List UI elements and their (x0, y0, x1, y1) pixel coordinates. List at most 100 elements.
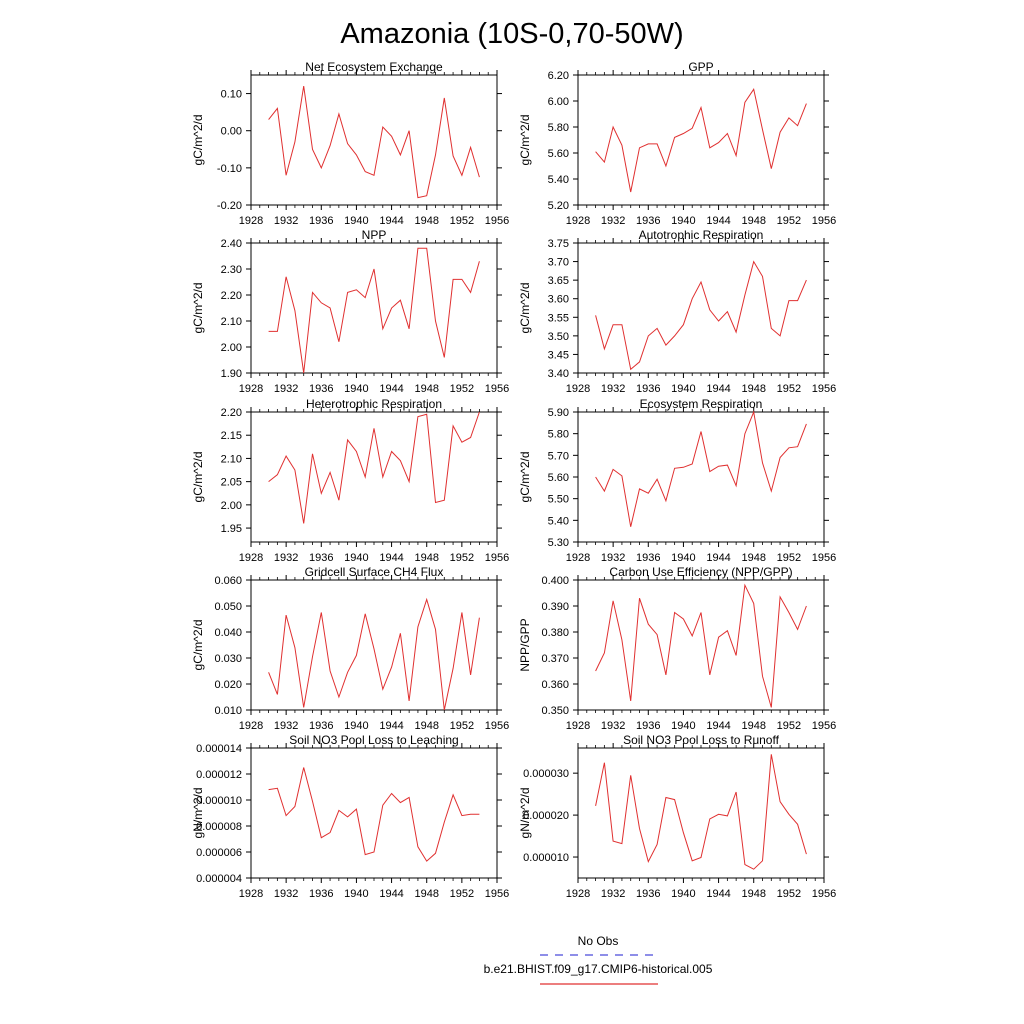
chart-9-xtick-label: 1940 (344, 888, 368, 900)
chart-5-xtick-label: 1944 (379, 552, 403, 564)
chart-4-series-line (595, 260, 807, 371)
chart-2-panel: GPP gC/m^2/d 1928 1932 1936 1940 1944 1948 1952 1… (518, 60, 836, 227)
chart-6-ytick-label: 5.40 (548, 515, 569, 527)
chart-8-ytick-label: 0.380 (541, 627, 569, 639)
chart-1-ytick-label: 0.00 (221, 126, 242, 138)
chart-10-title: Soil NO3 Pool Loss to Runoff (623, 733, 780, 747)
chart-6-xtick-label: 1928 (566, 552, 590, 564)
chart-3-title: NPP (362, 228, 387, 242)
chart-9-xtick-label: 1944 (379, 888, 403, 900)
chart-10-panel: Soil NO3 Pool Loss to Runoff gN/m^2/d 1928… (518, 733, 836, 900)
chart-2-xtick-label: 1952 (777, 215, 801, 227)
chart-5-title: Heterotrophic Respiration (306, 397, 442, 411)
chart-4-ytick-label: 3.75 (548, 238, 569, 250)
chart-8-xtick-label: 1944 (706, 720, 730, 732)
chart-2-ytick-label: 5.20 (548, 200, 569, 212)
chart-10-xtick-label: 1952 (777, 888, 801, 900)
chart-9-xtick-label: 1952 (450, 888, 474, 900)
chart-6-series-line (595, 410, 807, 527)
chart-4-ytick-label: 3.45 (548, 349, 569, 361)
chart-10-ytick-label: 0.000010 (523, 852, 569, 864)
chart-1-ytick-label: -0.10 (217, 163, 242, 175)
chart-3-xtick-label: 1952 (450, 383, 474, 395)
chart-10-ytick-label: 0.000020 (523, 810, 569, 822)
chart-9-panel: Soil NO3 Pool Loss to Leaching gN/m^2/d 19… (191, 733, 509, 900)
chart-8-ytick-label: 0.400 (541, 575, 569, 587)
chart-10-xtick-label: 1956 (812, 888, 836, 900)
chart-3-xtick-label: 1948 (414, 383, 438, 395)
chart-10-xtick-label: 1948 (741, 888, 765, 900)
chart-7-xtick-label: 1928 (239, 720, 263, 732)
legend: No Obs b.e21.BHIST.f09_g17.CMIP6-histori… (484, 934, 713, 985)
chart-3-ytick-label: 2.30 (221, 264, 242, 276)
chart-8-ytick-label: 0.370 (541, 653, 569, 665)
chart-6-ytick-label: 5.30 (548, 537, 569, 549)
chart-8-series-line (595, 583, 807, 708)
chart-5-panel: Heterotrophic Respiration gC/m^2/d 1928 193… (191, 397, 509, 564)
chart-1-xtick-label: 1944 (379, 215, 403, 227)
chart-6-xtick-label: 1948 (741, 552, 765, 564)
chart-5-xtick-label: 1940 (344, 552, 368, 564)
chart-4-ylabel: gC/m^2/d (518, 283, 532, 334)
chart-8-xtick-label: 1936 (636, 720, 660, 732)
chart-7-ytick-label: 0.010 (214, 705, 242, 717)
chart-10-series-line (595, 754, 807, 870)
chart-3-ytick-label: 1.90 (221, 368, 242, 380)
chart-9-xtick-label: 1956 (485, 888, 509, 900)
chart-4-xtick-label: 1936 (636, 383, 660, 395)
chart-5-ytick-label: 2.05 (221, 477, 242, 489)
chart-6-xtick-label: 1956 (812, 552, 836, 564)
chart-8-xtick-label: 1940 (671, 720, 695, 732)
chart-8-ytick-label: 0.390 (541, 601, 569, 613)
chart-6-xtick-label: 1952 (777, 552, 801, 564)
chart-8-panel: Carbon Use Efficiency (NPP/GPP) NPP/GPP 19… (518, 565, 836, 732)
chart-7-plot-frame (250, 579, 498, 711)
chart-3-ytick-label: 2.10 (221, 316, 242, 328)
chart-6-ytick-label: 5.90 (548, 407, 569, 419)
chart-8-xtick-label: 1932 (601, 720, 625, 732)
chart-8-xtick-label: 1948 (741, 720, 765, 732)
chart-5-xtick-label: 1928 (239, 552, 263, 564)
chart-8-ytick-label: 0.350 (541, 705, 569, 717)
chart-4-xtick-label: 1928 (566, 383, 590, 395)
chart-9-xtick-label: 1928 (239, 888, 263, 900)
chart-10-xtick-label: 1936 (636, 888, 660, 900)
chart-1-xtick-label: 1952 (450, 215, 474, 227)
chart-7-ytick-label: 0.020 (214, 679, 242, 691)
chart-10-xtick-label: 1944 (706, 888, 730, 900)
chart-4-ytick-label: 3.65 (548, 275, 569, 287)
chart-10-ytick-label: 0.000030 (523, 768, 569, 780)
chart-10-xtick-label: 1928 (566, 888, 590, 900)
chart-6-ylabel: gC/m^2/d (518, 452, 532, 503)
chart-8-plot-frame (577, 579, 825, 711)
chart-3-plot-frame (250, 242, 498, 374)
chart-7-ytick-label: 0.030 (214, 653, 242, 665)
chart-7-xtick-label: 1940 (344, 720, 368, 732)
chart-4-ytick-label: 3.60 (548, 294, 569, 306)
legend-label-no-obs: No Obs (578, 934, 619, 948)
chart-3-ytick-label: 2.00 (221, 342, 242, 354)
chart-1-title: Net Ecosystem Exchange (305, 60, 443, 74)
chart-1-ytick-label: 0.10 (221, 89, 242, 101)
chart-8-xtick-label: 1956 (812, 720, 836, 732)
chart-2-title: GPP (688, 60, 713, 74)
chart-2-xtick-label: 1928 (566, 215, 590, 227)
chart-2-xtick-label: 1944 (706, 215, 730, 227)
chart-9-title: Soil NO3 Pool Loss to Leaching (289, 733, 458, 747)
chart-2-plot-frame (577, 74, 825, 206)
chart-1-xtick-label: 1932 (274, 215, 298, 227)
chart-4-ytick-label: 3.70 (548, 257, 569, 269)
chart-4-ytick-label: 3.40 (548, 368, 569, 380)
chart-4-xtick-label: 1944 (706, 383, 730, 395)
chart-9-plot-frame (250, 747, 498, 879)
chart-8-title: Carbon Use Efficiency (NPP/GPP) (609, 565, 792, 579)
figure-title: Amazonia (10S-0,70-50W) (340, 18, 683, 50)
chart-6-panel: Ecosystem Respiration gC/m^2/d 1928 1932 193… (518, 397, 836, 564)
chart-10-plot-frame (577, 747, 825, 879)
chart-1-ytick-label: -0.20 (217, 200, 242, 212)
chart-3-ytick-label: 2.40 (221, 238, 242, 250)
chart-5-ytick-label: 1.95 (221, 523, 242, 535)
chart-2-ytick-label: 5.40 (548, 174, 569, 186)
chart-5-ytick-label: 2.20 (221, 407, 242, 419)
